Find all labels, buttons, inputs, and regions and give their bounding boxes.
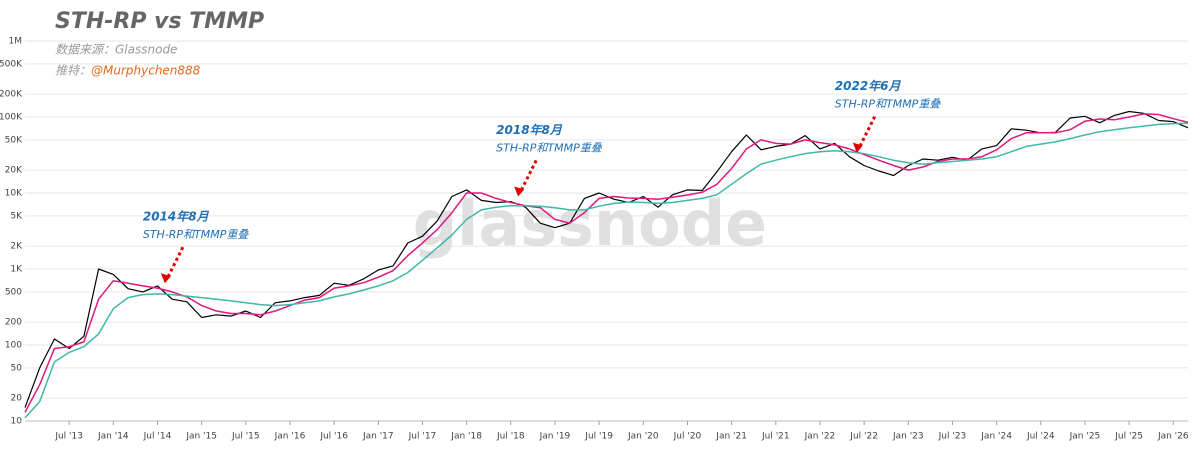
y-tick-label: 10 <box>11 417 23 427</box>
source: 数据来源：Glassnode <box>55 43 177 57</box>
series-line <box>24 113 1189 413</box>
twitter-label: 推特： <box>55 64 91 78</box>
x-tick-label: Jul '20 <box>673 432 702 442</box>
annotation-text: STH-RP和TMMP重叠 <box>835 98 942 111</box>
y-tick-label: 1M <box>9 37 23 47</box>
annotation-arrowhead <box>160 273 171 284</box>
annotation-arrow <box>166 246 185 278</box>
watermark: glassnode <box>413 187 767 260</box>
x-tick-label: Jul '13 <box>54 432 83 442</box>
x-tick-label: Jul '17 <box>408 432 437 442</box>
x-tick-label: Jan '21 <box>715 432 747 442</box>
x-tick-label: Jan '23 <box>892 432 924 442</box>
series-line <box>24 110 1189 408</box>
x-tick-label: Jul '22 <box>849 432 878 442</box>
y-tick-label: 500 <box>5 287 22 297</box>
annotation-title: 2018年8月 <box>496 123 563 137</box>
x-tick-label: Jul '23 <box>938 432 967 442</box>
y-tick-label: 2K <box>10 242 23 252</box>
x-tick-label: Jan '24 <box>980 432 1012 442</box>
x-tick-label: Jul '18 <box>496 432 525 442</box>
y-tick-label: 20K <box>5 166 23 176</box>
series-line <box>24 122 1189 419</box>
annotation-text: STH-RP和TMMP重叠 <box>496 141 603 154</box>
y-tick-label: 200 <box>5 318 22 328</box>
y-tick-label: 1K <box>10 265 23 275</box>
annotation-arrowhead <box>514 186 525 197</box>
x-tick-label: Jul '19 <box>584 432 613 442</box>
x-tick-label: Jan '18 <box>450 432 482 442</box>
twitter-handle: @Murphychen888 <box>91 64 201 78</box>
y-tick-label: 500K <box>0 59 23 69</box>
x-tick-label: Jul '16 <box>319 432 348 442</box>
annotation-arrowhead <box>852 142 863 153</box>
x-tick-label: Jan '15 <box>185 432 217 442</box>
x-tick-label: Jan '25 <box>1069 432 1101 442</box>
annotation-arrow <box>858 115 877 148</box>
x-tick-label: Jan '14 <box>97 432 129 442</box>
x-tick-label: Jan '16 <box>274 432 306 442</box>
x-tick-label: Jan '17 <box>362 432 394 442</box>
y-tick-label: 100K <box>0 113 23 123</box>
y-tick-label: 10K <box>5 189 23 199</box>
y-tick-label: 5K <box>10 211 23 221</box>
y-tick-label: 50K <box>5 135 23 145</box>
x-tick-label: Jul '14 <box>143 432 172 442</box>
x-tick-label: Jul '15 <box>231 432 260 442</box>
y-tick-label: 50 <box>11 363 23 373</box>
x-tick-label: Jul '24 <box>1026 432 1055 442</box>
x-tick-label: Jul '21 <box>761 432 790 442</box>
annotation-title: 2014年8月 <box>143 210 210 224</box>
x-tick-label: Jul '25 <box>1114 432 1143 442</box>
annotation-title: 2022年6月 <box>835 79 902 93</box>
y-tick-label: 20 <box>11 394 23 404</box>
annotation-text: STH-RP和TMMP重叠 <box>143 228 250 241</box>
y-tick-label: 200K <box>0 90 23 100</box>
x-tick-label: Jan '20 <box>627 432 659 442</box>
y-tick-label: 100 <box>5 341 22 351</box>
x-tick-label: Jan '26 <box>1157 432 1189 442</box>
annotation-arrow <box>519 159 538 192</box>
x-tick-label: Jan '19 <box>539 432 571 442</box>
x-tick-label: Jan '22 <box>804 432 836 442</box>
chart-title: STH-RP vs TMMP <box>55 9 264 34</box>
